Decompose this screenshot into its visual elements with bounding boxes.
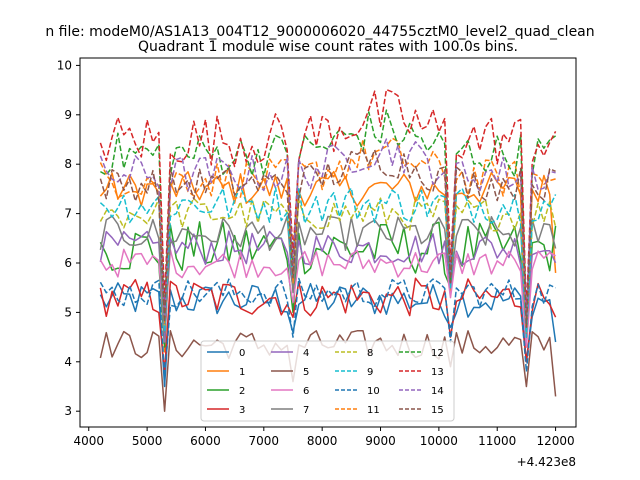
legend-label-1: 1 [239,367,245,378]
x-tick-label: 9000 [365,434,396,448]
chart-suptitle: n file: modeM0/AS1A13_004T12_9000006020_… [45,24,594,40]
legend-label-9: 9 [367,367,373,378]
legend-box [200,340,455,422]
chart-title: Quadrant 1 module wise count rates with … [138,39,518,55]
legend-label-3: 3 [239,405,245,416]
x-tick-label: 4000 [73,434,104,448]
y-tick-label: 6 [64,256,72,270]
legend-label-8: 8 [367,348,373,359]
legend-label-11: 11 [367,405,380,416]
series-line-0 [99,282,557,388]
series-line-13 [99,88,557,314]
y-tick-label: 8 [64,157,72,171]
legend-label-5: 5 [303,367,309,378]
x-tick-label: 7000 [249,434,280,448]
x-tick-label: 12000 [536,434,574,448]
x-tick-label: 6000 [190,434,221,448]
legend-label-14: 14 [431,386,444,397]
legend-label-7: 7 [303,405,309,416]
axes: 4000 5000 6000 7000 8000 9000 10000 11000 12000 3… [57,57,577,448]
series-line-9 [99,185,557,338]
series-line-3 [99,277,557,373]
series-line-6 [99,248,556,348]
x-tick-label: 10000 [420,434,458,448]
y-tick-label: 7 [64,207,72,221]
y-tick-label: 5 [64,305,72,319]
legend-label-0: 0 [239,348,245,359]
legend-label-4: 4 [303,348,309,359]
x-offset-label: +4.423e8 [517,455,576,469]
series-line-12 [100,109,557,324]
series-line-14 [99,138,556,324]
legend-label-13: 13 [431,367,444,378]
axes-frame [79,57,577,428]
y-tick-label: 10 [57,58,72,72]
series-line-10 [99,277,556,378]
legend-label-12: 12 [431,348,444,359]
legend-label-2: 2 [239,386,245,397]
legend-label-15: 15 [431,405,444,416]
legend-label-6: 6 [303,386,309,397]
series-line-8 [99,196,557,333]
x-tick-label: 11000 [478,434,516,448]
x-tick-label: 8000 [307,434,338,448]
legend-label-10: 10 [367,386,380,397]
x-tick-label: 5000 [132,434,163,448]
y-tick-label: 9 [64,108,72,122]
series-line-4 [99,230,557,343]
series-line-7 [99,215,557,338]
series-line-15 [99,149,556,328]
y-tick-label: 4 [64,355,72,369]
y-tick-label: 3 [64,404,72,418]
